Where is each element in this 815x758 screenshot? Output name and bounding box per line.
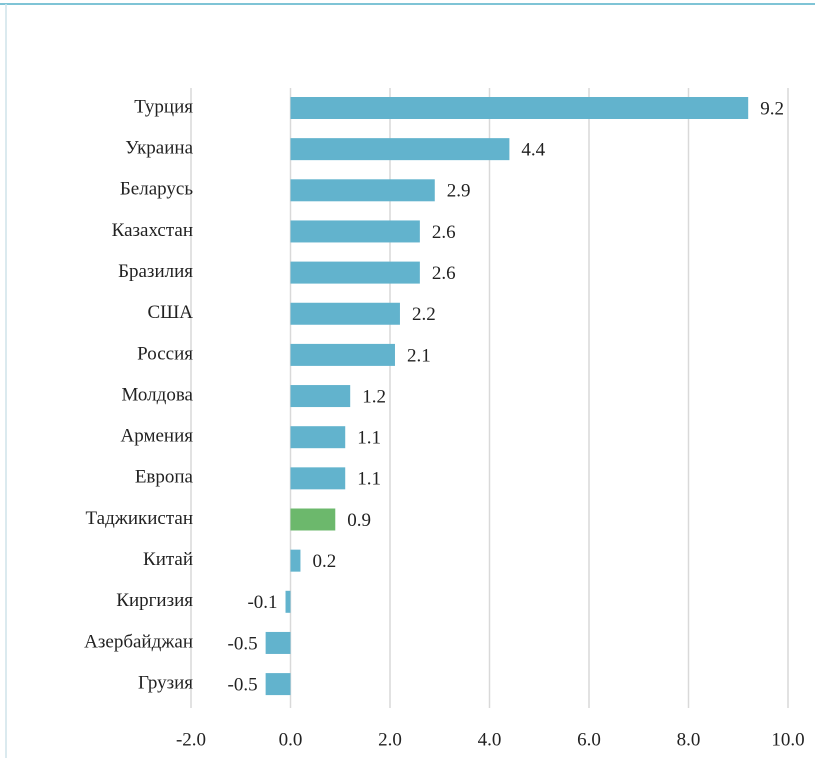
data-label: 2.6: [432, 222, 456, 243]
bar: [290, 302, 400, 325]
x-tick-label: 2.0: [378, 729, 402, 750]
data-label: 0.9: [347, 510, 371, 531]
data-label: 2.1: [407, 345, 431, 366]
y-tick-label: Грузия: [138, 672, 193, 693]
bar: [290, 549, 301, 572]
bar: [290, 138, 510, 161]
data-label: 1.1: [357, 469, 381, 490]
x-tick-label: 8.0: [677, 729, 701, 750]
x-tick-label: 4.0: [478, 729, 502, 750]
data-label: 4.4: [521, 140, 545, 161]
y-tick-label: Турция: [134, 96, 193, 117]
y-tick-label: Казахстан: [112, 220, 193, 241]
data-label: 2.6: [432, 263, 456, 284]
bar: [290, 179, 435, 202]
x-tick-label: 6.0: [577, 729, 601, 750]
bar: [290, 385, 351, 408]
data-label: -0.5: [228, 674, 258, 695]
y-tick-label: Бразилия: [118, 261, 193, 282]
y-tick-label: Китай: [143, 549, 193, 570]
y-tick-label: Таджикистан: [86, 508, 194, 529]
y-tick-label: Азербайджан: [84, 631, 193, 652]
y-tick-label: Беларусь: [120, 179, 193, 200]
bar: [290, 261, 420, 284]
x-tick-label: 10.0: [771, 729, 804, 750]
data-label: 2.2: [412, 304, 436, 325]
y-tick-label: США: [147, 302, 193, 323]
data-label: 9.2: [760, 98, 784, 119]
bar: [290, 220, 420, 243]
y-tick-label: Россия: [137, 343, 193, 364]
bar: [265, 673, 291, 696]
data-label: 1.2: [362, 386, 386, 407]
data-label: -0.1: [247, 592, 277, 613]
y-tick-label: Армения: [121, 426, 194, 447]
data-label: -0.5: [228, 633, 258, 654]
bar: [290, 467, 346, 490]
bar: [290, 508, 336, 531]
bar: [290, 97, 749, 119]
y-tick-label: Европа: [135, 467, 194, 488]
bar: [290, 426, 346, 449]
x-tick-label: 0.0: [279, 729, 303, 750]
bar: [265, 631, 291, 654]
y-tick-label: Молдова: [122, 384, 194, 405]
bar: [290, 343, 395, 366]
data-label: 1.1: [357, 428, 381, 449]
bar: [285, 590, 291, 613]
y-tick-label: Киргизия: [116, 590, 193, 611]
data-label: 2.9: [447, 181, 471, 202]
data-label: 0.2: [312, 551, 336, 572]
x-tick-label: -2.0: [176, 729, 206, 750]
y-tick-label: Украина: [125, 138, 193, 159]
